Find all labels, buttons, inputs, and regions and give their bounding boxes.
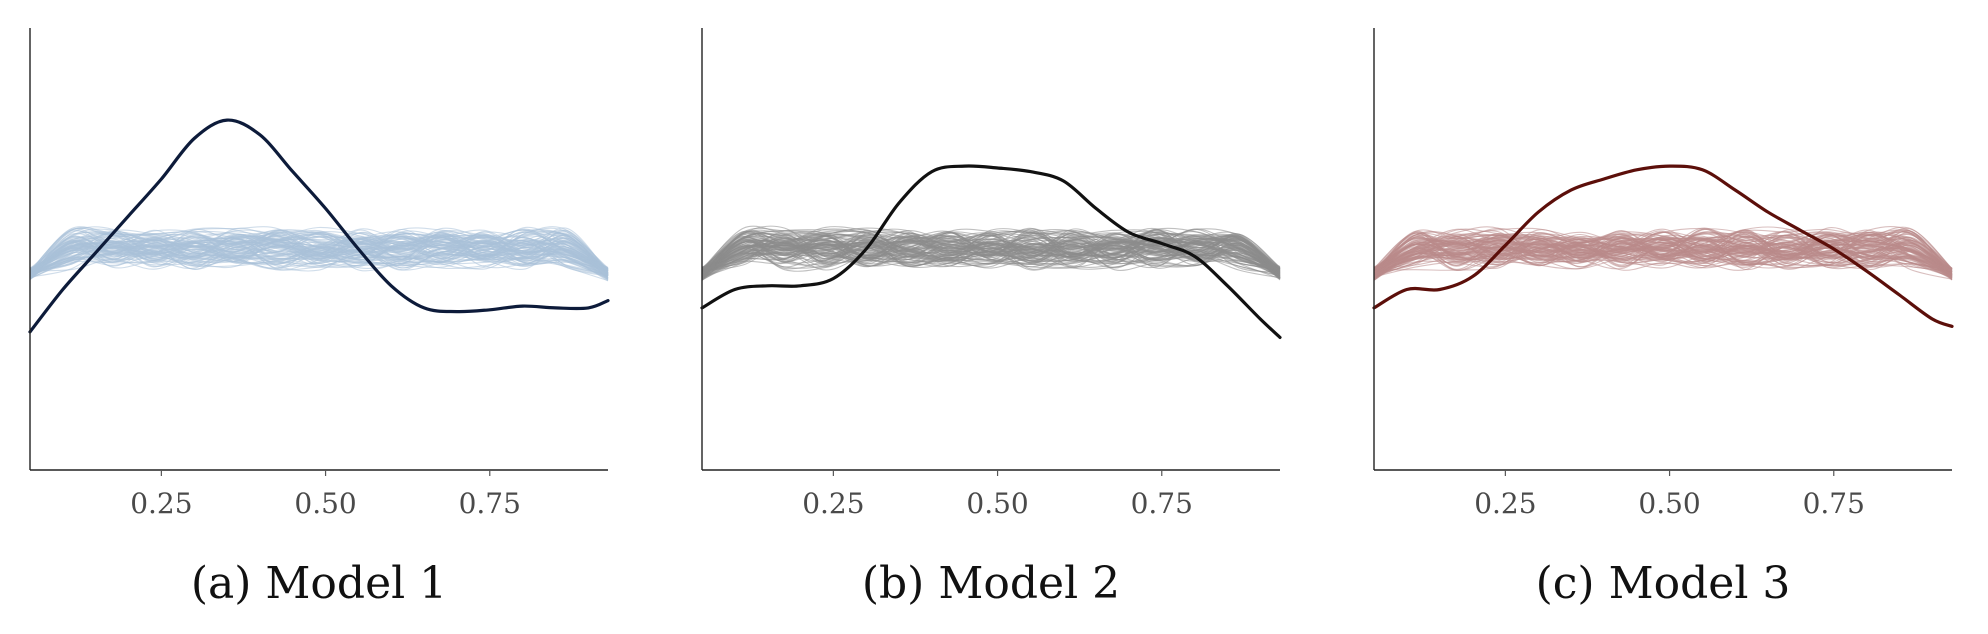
replicate-lines <box>701 225 1281 281</box>
x-tick-label: 0.50 <box>294 487 356 520</box>
x-tick-label: 0.75 <box>459 487 521 520</box>
x-tick-label: 0.25 <box>802 487 864 520</box>
replicate-line <box>701 233 1281 281</box>
x-tick-label: 0.25 <box>130 487 192 520</box>
x-tick-label: 0.75 <box>1803 487 1865 520</box>
x-tick-label: 0.75 <box>1131 487 1193 520</box>
replicate-line <box>1373 240 1953 278</box>
replicate-line <box>1373 227 1953 278</box>
observed-line <box>28 118 610 334</box>
replicate-line <box>29 228 609 276</box>
replicate-line <box>701 236 1281 279</box>
replicate-line <box>1373 227 1953 276</box>
replicate-line <box>29 245 609 278</box>
replicate-line <box>29 249 609 276</box>
chart-panel-1: 0.25 0.50 0.75 (a) Model 1 <box>28 28 610 609</box>
replicate-line <box>29 236 609 279</box>
panel-caption: (a) Model 1 <box>191 558 447 609</box>
replicate-line <box>1373 235 1953 276</box>
replicate-line <box>29 240 609 277</box>
replicate-line <box>701 230 1281 279</box>
chart-panel-2: 0.25 0.50 0.75 (b) Model 2 <box>700 28 1282 609</box>
replicate-line <box>29 237 609 281</box>
replicate-line <box>701 229 1281 280</box>
replicate-line <box>29 242 609 276</box>
panel-caption: (b) Model 2 <box>862 558 1120 609</box>
x-tick-label: 0.25 <box>1474 487 1536 520</box>
replicate-line <box>29 232 609 274</box>
replicate-line <box>1373 236 1953 275</box>
x-tick-label: 0.50 <box>1638 487 1700 520</box>
replicate-line <box>701 239 1281 277</box>
replicate-line <box>701 232 1281 276</box>
replicate-line <box>701 239 1281 279</box>
replicate-line <box>1373 239 1953 274</box>
replicate-lines <box>1373 225 1953 281</box>
replicate-line <box>29 243 609 275</box>
panel-caption: (c) Model 3 <box>1536 558 1791 609</box>
replicate-line <box>1373 231 1953 272</box>
observed-line <box>700 164 1282 339</box>
replicate-line <box>1373 238 1953 278</box>
replicate-line <box>29 231 609 277</box>
replicate-lines <box>29 226 609 282</box>
x-tick-label: 0.50 <box>966 487 1028 520</box>
replicate-line <box>701 229 1281 275</box>
replicate-line <box>1373 230 1953 276</box>
replicate-line <box>1373 233 1953 277</box>
chart-panel-3: 0.25 0.50 0.75 (c) Model 3 <box>1372 28 1954 609</box>
observed-line <box>1372 164 1954 328</box>
